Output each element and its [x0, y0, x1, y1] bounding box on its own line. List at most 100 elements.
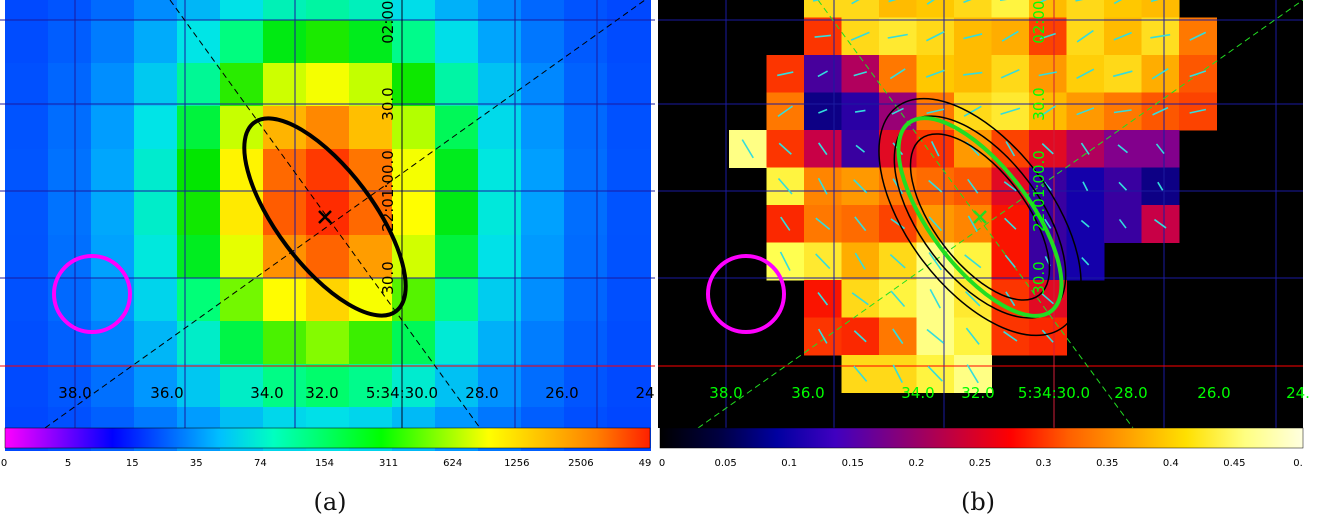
fitted-ellipse	[242, 116, 408, 318]
intensity-pixel	[91, 364, 135, 408]
colorbar-tick-label: 0.35	[1096, 458, 1118, 469]
intensity-pixel	[349, 235, 393, 279]
intensity-pixel	[392, 192, 436, 236]
intensity-pixel	[91, 20, 135, 64]
polarization-vector	[1118, 218, 1127, 229]
intensity-pixel	[5, 235, 49, 279]
polarization-pixel	[804, 0, 842, 18]
polarization-vector	[925, 69, 945, 78]
colorbar-tick-label: 154	[315, 458, 334, 469]
polarization-vector	[1039, 32, 1056, 40]
colorbar-tick-label: 1256	[504, 458, 529, 469]
polarization-pixel	[1141, 0, 1180, 18]
x-tick-label: 28.0	[465, 384, 498, 402]
intensity-pixel	[607, 192, 651, 236]
polarization-vector	[963, 71, 983, 76]
polarization-vector	[1003, 181, 1017, 192]
intensity-pixel	[134, 63, 178, 107]
intensity-pixel	[564, 235, 608, 279]
intensity-pixel	[392, 20, 436, 64]
polarization-vector	[817, 142, 828, 156]
polarization-vector	[1152, 106, 1169, 116]
colorbar-tick-label: 0	[659, 458, 665, 469]
intensity-pixel	[263, 63, 307, 107]
x-tick-label: 5:34:30.0	[1018, 384, 1090, 402]
polarization-vector	[1155, 143, 1165, 155]
polarization-vector	[963, 33, 983, 40]
y-tick-labels: 02:00.0 30.0 22:01:00.0 30.0	[1030, 0, 1048, 295]
polarization-vector	[930, 141, 940, 157]
intensity-pixel	[177, 63, 221, 107]
intensity-pixel	[392, 278, 436, 322]
intensity-pixel	[564, 0, 608, 21]
polarization-vector	[812, 0, 821, 2]
intensity-pixel	[521, 364, 565, 408]
polarization-vector	[777, 105, 793, 118]
intensity-pixel	[177, 364, 221, 408]
intensity-pixel	[134, 192, 178, 236]
x-tick-labels: 38.0 36.0 34.0 32.0 5:34:30.0 28.0 26.0 24.	[709, 384, 1310, 402]
polarization-vector	[1113, 0, 1123, 5]
intensity-pixel	[521, 63, 565, 107]
intensity-pixel	[392, 149, 436, 193]
polarization-pixel	[879, 0, 917, 18]
polarization-vector	[889, 68, 906, 80]
intensity-pixel	[134, 278, 178, 322]
polarization-vector	[1000, 107, 1021, 115]
polarization-pixel	[841, 0, 880, 18]
intensity-pixel	[134, 149, 178, 193]
colorbar-tick-label: 0.25	[969, 458, 991, 469]
intensity-pixel	[564, 149, 608, 193]
colorbar-tick-label: 15	[126, 458, 139, 469]
polarization-vector	[963, 105, 982, 117]
polarization-pixel	[954, 0, 992, 18]
intensity-pixel	[306, 63, 350, 107]
fitted-ellipse	[896, 116, 1064, 318]
polarization-vector	[1076, 29, 1094, 43]
intensity-pixel	[134, 20, 178, 64]
intensity-pixel	[91, 149, 135, 193]
polarization-vector	[777, 177, 793, 195]
intensity-pixel	[263, 192, 307, 236]
polarization-vector	[779, 251, 791, 271]
y-tick-labels: 02:00.0 30.0 22:01:00.0 30.0	[379, 0, 397, 295]
polarization-vector	[817, 70, 828, 78]
polarization-vector	[815, 253, 831, 270]
colorbar-tick-label: 0.3	[1036, 458, 1052, 469]
intensity-pixel	[220, 106, 264, 150]
intensity-pixel	[349, 20, 393, 64]
intensity-pixel	[521, 20, 565, 64]
y-tick-label: 22:01:00.0	[1030, 150, 1048, 232]
polarization-vector	[1005, 141, 1016, 157]
y-tick-label: 30.0	[379, 261, 397, 294]
intensity-pixel	[177, 20, 221, 64]
polarization-vector	[926, 31, 945, 42]
intensity-pixel	[177, 321, 221, 365]
caption-a: (a)	[313, 488, 347, 516]
intensity-pixel	[521, 0, 565, 21]
polarization-vector	[1039, 105, 1057, 118]
polarization-vector	[892, 364, 903, 383]
polarization-vector	[1038, 0, 1047, 4]
intensity-pixel	[263, 364, 307, 408]
intensity-pixel	[220, 364, 264, 408]
panel-a: 02:00.0 30.0 22:01:00.0 30.0 38.0 36.0 34.0 32…	[0, 0, 655, 516]
polarization-vector	[817, 328, 828, 344]
polarization-vector	[928, 252, 943, 271]
intensity-pixel	[5, 20, 49, 64]
colorbar-tick-labels: 0 5 15 35 74 154 311 624 1256 2506 49	[1, 458, 652, 469]
x-tick-label: 24.	[1286, 384, 1310, 402]
intensity-pixel	[435, 278, 479, 322]
intensity-pixel	[392, 63, 436, 107]
polarization-vector	[853, 330, 867, 343]
x-tick-label: 38.0	[58, 384, 91, 402]
colorbar	[659, 427, 1304, 449]
intensity-pixel	[220, 0, 264, 21]
polarization-vector	[1112, 70, 1133, 78]
intensity-pixel	[5, 192, 49, 236]
polarization-vector	[814, 34, 831, 38]
intensity-pixel	[5, 106, 49, 150]
polarization-vector	[1075, 0, 1084, 2]
intensity-pixel	[435, 20, 479, 64]
intensity-pixel	[435, 192, 479, 236]
